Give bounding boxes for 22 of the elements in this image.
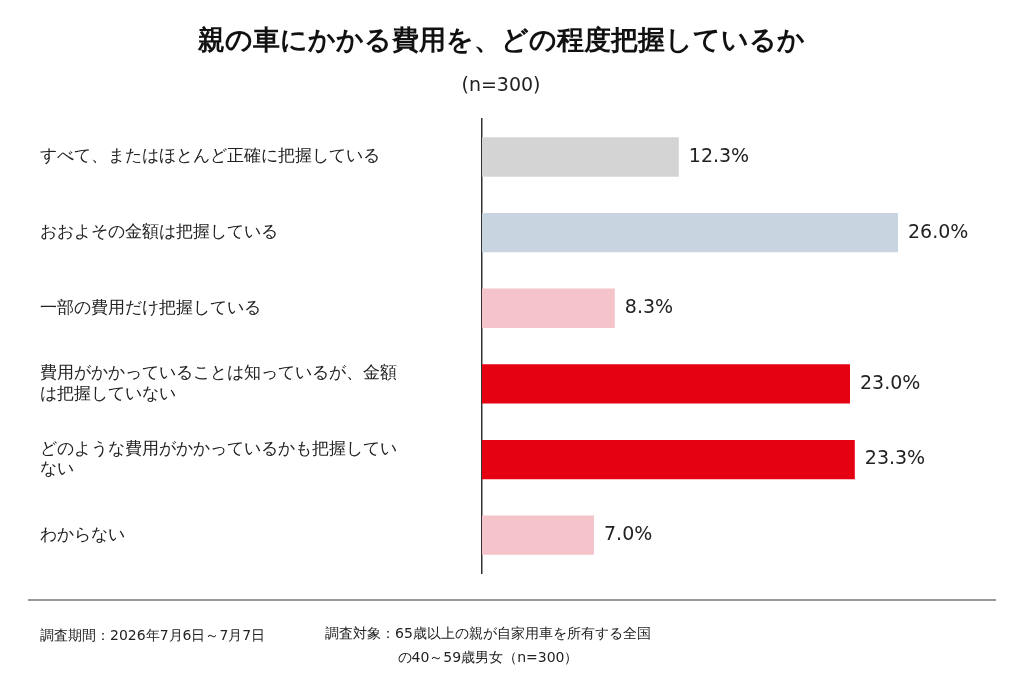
- bar: [482, 212, 898, 253]
- y-tick-label: 費用がかかっていることは知っているが、金額は把握していない: [40, 362, 397, 403]
- data-label: 8.3%: [624, 295, 674, 318]
- y-tick-label: どのような費用がかかっているかも把握していない: [40, 437, 397, 479]
- bar: [482, 439, 855, 480]
- chart-title: 親の車にかかる費用を、どの程度把握しているか: [196, 24, 805, 56]
- y-tick-label: すべて、またはほとんど正確に把握している: [40, 145, 380, 166]
- data-label: 7.0%: [604, 522, 653, 545]
- y-tick-label: わからない: [40, 523, 125, 544]
- data-label: 23.3%: [864, 446, 926, 469]
- data-label: 23.0%: [860, 370, 921, 393]
- bar: [482, 364, 850, 404]
- data-label: 12.3%: [688, 143, 750, 166]
- text: 調査対象：65歳以上の親が自家用車を所有する全国の40～59歳男女（n=300）: [325, 624, 651, 665]
- data-label: 26.0%: [908, 219, 969, 242]
- chart-subtitle: (n=300): [461, 72, 541, 95]
- y-tick-label: 一部の費用だけ把握している: [40, 296, 261, 317]
- y-tick-label: おおよその金額は把握している: [40, 221, 278, 242]
- bar: [482, 288, 615, 328]
- bar: [482, 515, 594, 555]
- text: 調査期間：2026年7月6日～7月7日: [40, 626, 266, 643]
- bar: [482, 137, 679, 177]
